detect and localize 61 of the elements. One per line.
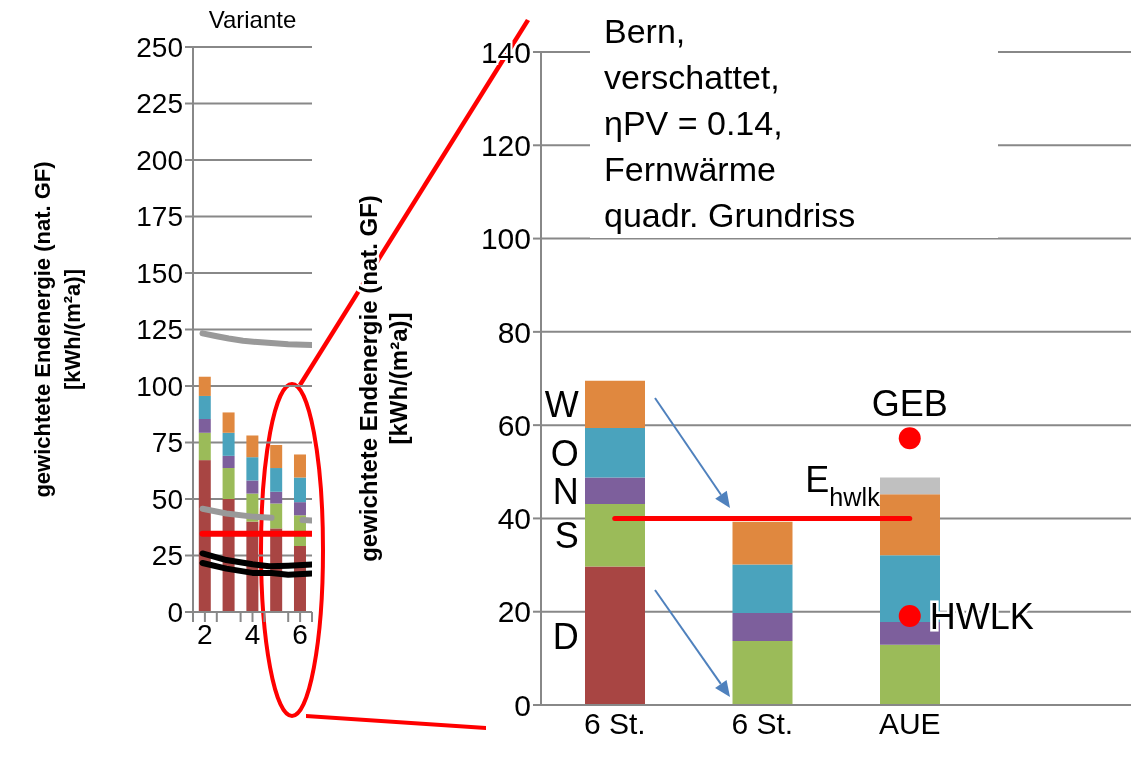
bar bbox=[198, 419, 211, 433]
bar bbox=[270, 468, 283, 492]
y-tick-label: 125 bbox=[136, 314, 183, 346]
bar bbox=[732, 641, 793, 705]
y-tick-label: 40 bbox=[497, 502, 531, 536]
series-label: W bbox=[544, 383, 579, 425]
series-label: E$_{hwlk}$ bbox=[805, 459, 881, 512]
x-tick-label: 6 bbox=[292, 618, 308, 650]
bar bbox=[222, 468, 235, 499]
bar bbox=[270, 444, 283, 469]
y-tick-label: 250 bbox=[136, 31, 183, 63]
y-tick-label: 120 bbox=[480, 128, 531, 162]
y-tick-label: 0 bbox=[167, 596, 183, 628]
series-label: GEB bbox=[871, 383, 948, 425]
bar bbox=[270, 491, 283, 504]
y-tick-label: 50 bbox=[151, 483, 183, 515]
y-tick-label: 80 bbox=[497, 315, 531, 349]
y-tick-label: 100 bbox=[480, 222, 531, 256]
bar bbox=[293, 502, 306, 516]
bar bbox=[880, 494, 940, 556]
bar bbox=[880, 644, 940, 705]
series-label: D bbox=[552, 615, 579, 657]
bar bbox=[585, 477, 645, 504]
y-axis-title: gewichtete Endenergie (nat. GF) [kWh/(m²a)] bbox=[354, 195, 412, 562]
bar bbox=[880, 477, 940, 495]
bar bbox=[246, 480, 259, 494]
y-tick-label: 0 bbox=[514, 688, 531, 722]
bar bbox=[198, 376, 211, 396]
bar bbox=[293, 454, 306, 478]
chart-title: Variante bbox=[208, 6, 297, 33]
bar bbox=[732, 613, 793, 642]
bar bbox=[198, 432, 211, 461]
x-tick-label: AUE bbox=[878, 707, 941, 741]
bar bbox=[585, 427, 645, 478]
bar bbox=[246, 457, 259, 481]
bar bbox=[222, 412, 235, 433]
y-tick-label: 100 bbox=[136, 370, 183, 402]
bar bbox=[585, 566, 645, 705]
series-label: S bbox=[554, 514, 579, 556]
bar bbox=[293, 477, 306, 503]
y-tick-label: 20 bbox=[497, 595, 531, 629]
bar bbox=[732, 521, 793, 565]
bar bbox=[585, 380, 645, 428]
y-tick-label: 200 bbox=[136, 144, 183, 176]
bar bbox=[246, 435, 259, 458]
x-tick-label: 4 bbox=[244, 618, 261, 650]
y-tick-label: 60 bbox=[497, 408, 531, 442]
y-tick-label: 225 bbox=[136, 88, 183, 120]
y-tick-label: 150 bbox=[136, 257, 183, 289]
x-tick-label: 2 bbox=[197, 618, 213, 650]
y-tick-label: 25 bbox=[151, 540, 183, 572]
y-tick-label: 75 bbox=[151, 427, 183, 459]
bar bbox=[222, 432, 235, 456]
bar bbox=[198, 395, 211, 419]
bar bbox=[732, 564, 793, 614]
y-axis-title: gewichtete Endenergie (nat. GF) [kWh/(m²a)] bbox=[29, 161, 85, 498]
x-tick-label: 6 St. bbox=[731, 707, 794, 741]
x-tick-label: 6 St. bbox=[583, 707, 646, 741]
y-tick-label: 175 bbox=[136, 201, 183, 233]
bar bbox=[585, 503, 645, 567]
bar bbox=[222, 455, 235, 469]
